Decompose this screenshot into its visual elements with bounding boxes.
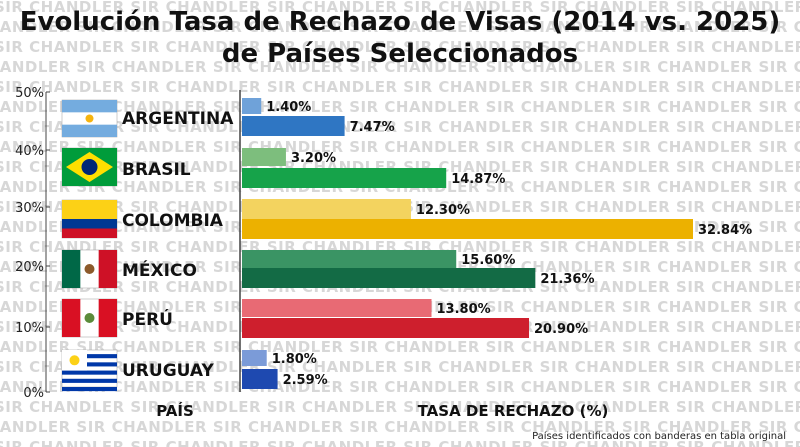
sun-icon <box>85 114 94 123</box>
bar-2025 <box>242 369 278 389</box>
flag-globe <box>81 159 98 175</box>
flag-stripe <box>62 362 117 367</box>
bar-2014 <box>242 199 411 219</box>
flag-stripe <box>62 100 117 113</box>
chart-title-line-1: Evolución Tasa de Rechazo de Visas (2014… <box>19 7 781 37</box>
flag-stripe <box>62 228 117 238</box>
data-label-2025: 2.59% <box>283 373 328 388</box>
category-label: BRASIL <box>122 160 191 180</box>
flag-brazil <box>61 147 118 187</box>
bar-2014 <box>242 350 267 366</box>
x-axis-title: TASA DE RECHAZO (%) <box>418 402 609 420</box>
flags <box>61 99 118 392</box>
data-label-2014: 1.80% <box>272 352 317 367</box>
category-label: URUGUAY <box>122 361 214 381</box>
data-label-2014: 12.30% <box>416 203 470 218</box>
flag-stripe <box>62 124 117 137</box>
category-label: ARGENTINA <box>122 109 234 129</box>
data-label-2025: 14.87% <box>451 172 505 187</box>
y-tick-label: 0% <box>23 386 44 401</box>
bar-2025 <box>242 318 530 338</box>
data-label-2025: 7.47% <box>350 120 395 135</box>
flag-stripe <box>62 250 81 288</box>
eagle-icon <box>84 264 95 274</box>
bar-2025 <box>242 116 345 136</box>
y-tick-label: 30% <box>15 201 44 216</box>
data-label-2014: 13.80% <box>437 302 491 317</box>
data-label-2025: 21.36% <box>540 272 594 287</box>
flag-stripe <box>62 370 117 375</box>
bar-2014 <box>242 98 262 114</box>
flag-stripe <box>62 354 117 359</box>
chart-title-line-2: de Países Seleccionados <box>221 39 579 69</box>
flag-stripe <box>62 387 117 392</box>
category-label: COLOMBIA <box>122 211 224 231</box>
category-label: PERÚ <box>122 308 173 330</box>
y-tick-label: 50% <box>15 86 44 101</box>
flag-stripe <box>62 299 81 337</box>
data-label-2014: 3.20% <box>291 151 336 166</box>
crest-icon <box>84 313 95 323</box>
flag-peru <box>61 298 118 338</box>
y-tick-label: 20% <box>15 260 44 275</box>
flag-uruguay <box>61 349 118 392</box>
category-labels: ARGENTINA BRASIL COLOMBIA MÉXICO PERÚ URUGUAY <box>122 109 234 381</box>
data-labels: 1.40% 7.47% 3.20% 14.87% 12.30% 32.84% 15.60% 2… <box>266 100 752 388</box>
data-label-2014: 1.40% <box>266 100 311 115</box>
value-axis: 50% 40% 30% 20% 10% 0% <box>15 86 50 401</box>
bar-2014 <box>242 250 457 268</box>
chart-title: Evolución Tasa de Rechazo de Visas (2014… <box>0 6 800 70</box>
flag-stripe <box>62 219 117 229</box>
y-tick-label: 40% <box>15 144 44 159</box>
plot-area <box>45 90 241 392</box>
bar-2025 <box>242 268 536 288</box>
bars <box>242 98 693 389</box>
bar-2025 <box>242 168 447 188</box>
flag-stripe <box>62 378 117 383</box>
flag-colombia <box>61 199 118 239</box>
bar-2025 <box>242 219 693 239</box>
flag-argentina <box>61 99 118 138</box>
footnote: Países identificados con banderas en tab… <box>532 431 786 442</box>
flag-stripe <box>98 299 117 337</box>
category-axis-title: PAÍS <box>156 401 194 420</box>
data-label-2014: 15.60% <box>461 253 515 268</box>
bar-2014 <box>242 148 286 166</box>
data-label-2025: 20.90% <box>534 322 588 337</box>
bar-2014 <box>242 299 432 317</box>
flag-stripe <box>62 200 117 219</box>
flag-mexico <box>61 249 118 289</box>
category-label: MÉXICO <box>122 259 197 281</box>
sun-icon <box>69 355 80 366</box>
y-tick-label: 10% <box>15 321 44 336</box>
data-label-2025: 32.84% <box>698 223 752 238</box>
flag-stripe <box>98 250 117 288</box>
